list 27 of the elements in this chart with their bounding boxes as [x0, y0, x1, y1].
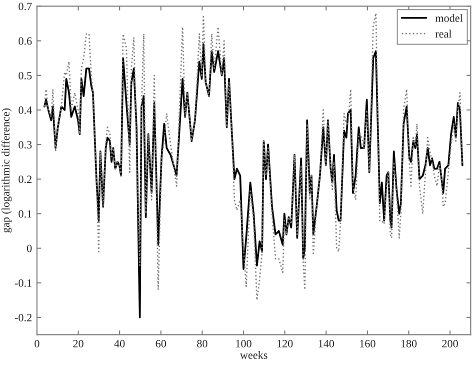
y-tick-label: 0.1 — [18, 210, 32, 218]
x-tick-label: 160 — [360, 340, 376, 348]
y-tick-label: -0.2 — [14, 314, 32, 322]
line-series — [44, 12, 464, 301]
legend-label: model — [435, 14, 463, 22]
x-tick-label: 140 — [318, 340, 334, 348]
legend-label: real — [435, 30, 452, 38]
x-tick-label: 180 — [401, 340, 417, 348]
y-tick-label: 0.5 — [18, 72, 32, 80]
x-tick-label: 20 — [73, 340, 84, 348]
x-axis-title: weeks — [240, 351, 268, 359]
x-tick-label: 0 — [34, 340, 40, 348]
y-tick-label: 0 — [26, 244, 32, 252]
x-tick-label: 40 — [114, 340, 125, 348]
x-tick-label: 200 — [442, 340, 458, 348]
y-tick-label: 0.2 — [18, 176, 32, 184]
y-tick-label: -0.1 — [14, 279, 32, 287]
y-tick-label: 0.4 — [18, 106, 32, 114]
y-tick-label: 0.3 — [18, 141, 32, 149]
x-tick-label: 60 — [156, 340, 166, 348]
y-tick-label: 0.6 — [18, 37, 32, 45]
line-series — [44, 43, 464, 318]
x-tick-label: 100 — [236, 340, 252, 348]
x-tick-label: 120 — [277, 340, 293, 348]
y-tick-label: 0.7 — [18, 2, 32, 10]
x-tick-label: 80 — [197, 340, 208, 348]
y-axis-title: gap (logarithmic difference) — [2, 108, 12, 233]
